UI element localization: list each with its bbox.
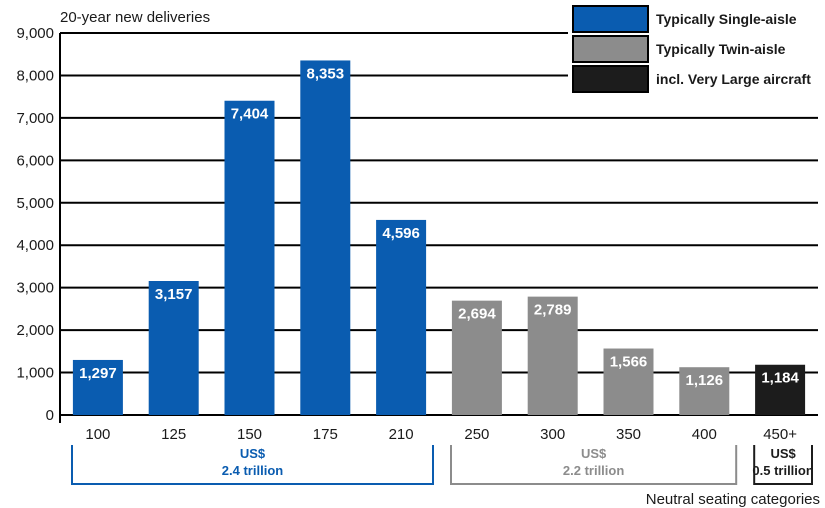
group-currency: US$ [770,446,796,461]
legend-label: incl. Very Large aircraft [656,71,811,87]
bar-value-label: 2,789 [534,302,572,319]
x-tick-label: 210 [389,426,414,443]
legend: Typically Single-aisle Typically Twin-ais… [568,3,820,97]
bars: 1,297 3,157 7,404 8,353 4,596 2,694 2,789 1,566… [72,60,806,416]
legend-item: incl. Very Large aircraft [572,65,811,93]
legend-swatch [572,65,649,93]
y-tick-label: 8,000 [16,67,54,84]
group-value: 2.4 trillion [222,463,283,478]
bar [224,100,275,415]
x-tick-label: 150 [237,426,262,443]
y-tick-label: 1,000 [16,365,54,382]
legend-label: Typically Twin-aisle [656,41,786,57]
bar [603,348,654,415]
y-tick-label: 0 [46,407,54,424]
y-tick-label: 2,000 [16,322,54,339]
group-value: 2.2 trillion [563,463,624,478]
x-tick-label: 100 [85,426,110,443]
bar [148,281,199,415]
x-tick-label: 450+ [763,426,797,443]
legend-item: Typically Single-aisle [572,5,797,33]
x-tick-label: 175 [313,426,338,443]
x-tick-label: 125 [161,426,186,443]
bar [679,367,730,415]
bar [300,60,351,416]
group-value: 0.5 trillion [752,463,813,478]
x-tick-label: 400 [692,426,717,443]
y-tick-label: 6,000 [16,152,54,169]
bar [451,300,502,415]
bar-value-label: 8,353 [307,65,345,82]
y-axis: 0 1,000 2,000 3,000 4,000 5,000 6,000 7,000 8,00… [16,25,61,424]
y-tick-label: 5,000 [16,195,54,212]
bar [376,219,427,415]
y-tick-label: 7,000 [16,110,54,127]
legend-item: Typically Twin-aisle [572,35,786,63]
group-currency: US$ [240,446,266,461]
bar [72,359,123,415]
group-bracket [71,445,434,485]
bar-value-label: 1,297 [79,365,117,382]
x-tick-label: 350 [616,426,641,443]
group-currency: US$ [581,446,607,461]
chart-title: 20-year new deliveries [60,9,210,26]
bar-value-label: 1,184 [761,370,799,387]
x-tick-label: 250 [464,426,489,443]
legend-label: Typically Single-aisle [656,11,797,27]
legend-swatch [572,5,649,33]
group-bracket [450,445,738,485]
group-bracket [753,445,813,485]
bar-value-label: 7,404 [231,106,269,123]
x-axis-label: Neutral seating categories [646,491,820,508]
category-groups: US$ 2.4 trillion US$ 2.2 trillion US$ 0.5 tri… [71,445,814,485]
category-group: US$ 0.5 trillion [752,445,814,485]
bar-value-label: 2,694 [458,306,496,323]
bar-value-label: 4,596 [382,225,420,242]
category-group: US$ 2.4 trillion [71,445,434,485]
bar-value-label: 1,566 [610,354,648,371]
legend-swatch [572,35,649,63]
bar [527,296,578,415]
y-tick-label: 9,000 [16,25,54,42]
x-tick-label: 300 [540,426,565,443]
bar-value-label: 3,157 [155,286,193,303]
x-axis: 100 125 150 175 210 250 300 350 400 450+ [85,426,797,443]
bar-value-label: 1,126 [686,372,724,389]
y-tick-label: 4,000 [16,237,54,254]
bar [755,364,806,415]
y-tick-label: 3,000 [16,280,54,297]
category-group: US$ 2.2 trillion [450,445,738,485]
